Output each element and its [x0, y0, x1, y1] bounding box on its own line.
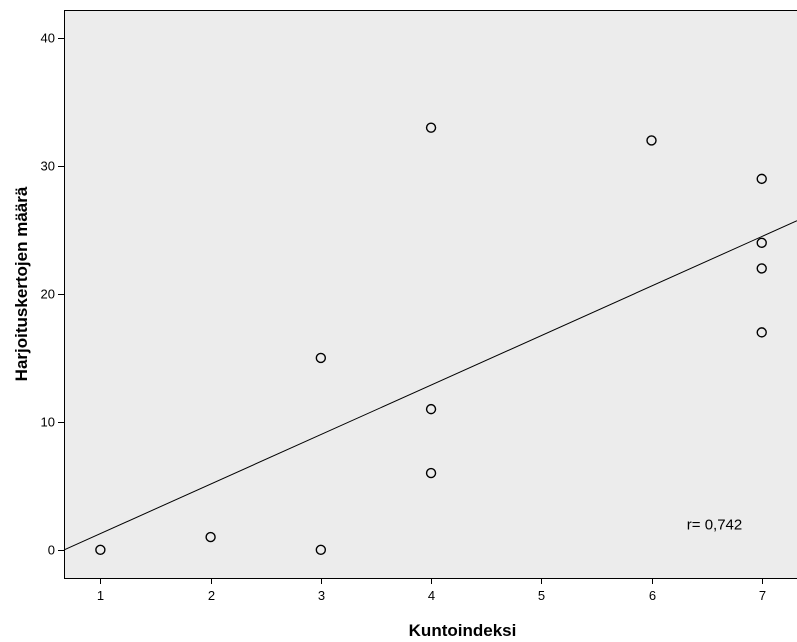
- x-axis-title: Kuntoindeksi: [409, 621, 517, 640]
- plot-area: [64, 10, 797, 579]
- x-tick-label: 1: [97, 588, 104, 603]
- y-axis-ticks: 0 10 20 30 40: [41, 31, 64, 558]
- data-point: [205, 531, 216, 543]
- x-tick-label: 3: [318, 588, 325, 603]
- y-axis-title: Harjoituskertojen määrä: [12, 186, 31, 381]
- x-tick-label: 5: [538, 588, 545, 603]
- data-points: [95, 122, 767, 556]
- data-point: [315, 352, 327, 364]
- data-point: [315, 544, 327, 556]
- y-tick-label: 40: [41, 31, 55, 46]
- y-tick-label: 20: [41, 287, 55, 302]
- data-point: [646, 135, 657, 146]
- y-tick-label: 30: [41, 159, 55, 174]
- regression-line: [63, 220, 797, 551]
- x-axis-ticks: 1 2 3 4 5 6 7: [97, 578, 766, 603]
- y-tick-label: 0: [48, 543, 55, 558]
- data-point: [95, 544, 106, 556]
- data-point: [756, 327, 767, 338]
- x-tick-label: 7: [759, 588, 766, 603]
- data-point: [425, 467, 437, 479]
- y-tick-label: 10: [41, 415, 55, 430]
- x-tick-label: 2: [208, 588, 215, 603]
- correlation-annotation: r= 0,742: [687, 516, 742, 533]
- x-tick-label: 4: [428, 588, 435, 603]
- data-point: [425, 403, 437, 415]
- data-point: [756, 237, 767, 249]
- data-point: [756, 173, 767, 185]
- x-tick-label: 6: [649, 588, 656, 603]
- data-point: [425, 122, 437, 133]
- data-point: [756, 263, 767, 274]
